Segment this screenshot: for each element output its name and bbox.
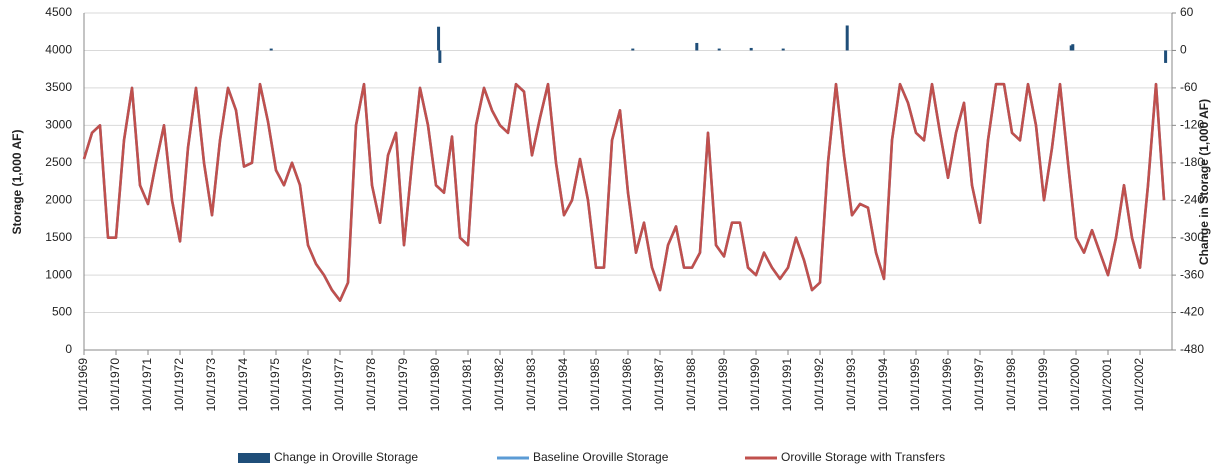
x-tick-label: 10/1/1973 — [204, 358, 218, 412]
x-tick-label: 10/1/1984 — [556, 358, 570, 412]
legend-label: Change in Oroville Storage — [274, 450, 418, 464]
y2-axis-title: Change in Storage (1,000 AF) — [1197, 99, 1211, 265]
line-series — [82, 82, 1166, 302]
x-tick-label: 10/1/1985 — [588, 358, 602, 412]
y2-tick-label: -60 — [1180, 80, 1198, 94]
y2-tick-label: -120 — [1180, 118, 1204, 132]
x-tick-label: 10/1/1969 — [76, 358, 90, 412]
y-tick-label: 3000 — [45, 118, 72, 132]
bar — [845, 25, 849, 51]
legend-label: Baseline Oroville Storage — [533, 450, 669, 464]
y2-tick-label: -240 — [1180, 192, 1204, 206]
y2-tick-label: 0 — [1180, 43, 1187, 57]
x-tick-label: 10/1/1987 — [652, 358, 666, 412]
x-tick-label: 10/1/1986 — [620, 358, 634, 412]
x-tick-label: 10/1/1997 — [972, 358, 986, 412]
y-tick-label: 1000 — [45, 267, 72, 281]
x-tick-label: 10/1/1977 — [332, 358, 346, 412]
legend-label: Oroville Storage with Transfers — [781, 450, 945, 464]
y2-tick-label: -480 — [1180, 342, 1204, 356]
y2-tick-label: -360 — [1180, 267, 1204, 281]
bar — [749, 47, 753, 51]
x-tick-label: 10/1/1998 — [1004, 358, 1018, 412]
bar — [269, 48, 273, 51]
y2-tick-label: -180 — [1180, 155, 1204, 169]
x-tick-label: 10/1/1993 — [844, 358, 858, 412]
x-tick-label: 10/1/1989 — [716, 358, 730, 412]
x-tick-label: 10/1/2002 — [1132, 358, 1146, 412]
bar — [631, 48, 635, 51]
y-tick-label: 3500 — [45, 80, 72, 94]
x-tick-label: 10/1/1981 — [460, 358, 474, 412]
x-tick-label: 10/1/1996 — [940, 358, 954, 412]
y-tick-label: 4500 — [45, 5, 72, 19]
x-tick-label: 10/1/1975 — [268, 358, 282, 412]
y2-tick-label: 60 — [1180, 5, 1194, 19]
x-tick-label: 10/1/2001 — [1100, 358, 1114, 412]
line-series — [82, 82, 1166, 302]
y-tick-label: 2000 — [45, 192, 72, 206]
x-tick-label: 10/1/1971 — [140, 358, 154, 412]
x-tick-label: 10/1/1999 — [1036, 358, 1050, 412]
x-tick-label: 10/1/2000 — [1068, 358, 1082, 412]
y-tick-label: 4000 — [45, 43, 72, 57]
x-tick-label: 10/1/1976 — [300, 358, 314, 412]
y-axis-title: Storage (1,000 AF) — [10, 130, 24, 235]
x-tick-label: 10/1/1978 — [364, 358, 378, 412]
x-tick-label: 10/1/1994 — [876, 358, 890, 412]
x-tick-label: 10/1/1980 — [428, 358, 442, 412]
x-tick-label: 10/1/1979 — [396, 358, 410, 412]
bar — [717, 48, 721, 51]
bar — [437, 26, 441, 51]
y2-tick-label: -300 — [1180, 230, 1204, 244]
x-tick-label: 10/1/1990 — [748, 358, 762, 412]
x-tick-label: 10/1/1992 — [812, 358, 826, 412]
bar — [1164, 50, 1168, 63]
bar — [1069, 45, 1073, 51]
bar — [438, 50, 442, 63]
x-tick-label: 10/1/1988 — [684, 358, 698, 412]
bar — [1071, 44, 1075, 51]
y-tick-label: 500 — [52, 305, 72, 319]
x-tick-label: 10/1/1970 — [108, 358, 122, 412]
y-tick-label: 2500 — [45, 155, 72, 169]
x-tick-label: 10/1/1991 — [780, 358, 794, 412]
legend-marker — [238, 453, 270, 463]
x-tick-label: 10/1/1983 — [524, 358, 538, 412]
bar — [695, 42, 699, 51]
x-tick-label: 10/1/1972 — [172, 358, 186, 412]
x-tick-label: 10/1/1982 — [492, 358, 506, 412]
bar — [781, 48, 785, 51]
y2-tick-label: -420 — [1180, 305, 1204, 319]
x-tick-label: 10/1/1974 — [236, 358, 250, 412]
x-tick-label: 10/1/1995 — [908, 358, 922, 412]
y-tick-label: 0 — [65, 342, 72, 356]
y-tick-label: 1500 — [45, 230, 72, 244]
